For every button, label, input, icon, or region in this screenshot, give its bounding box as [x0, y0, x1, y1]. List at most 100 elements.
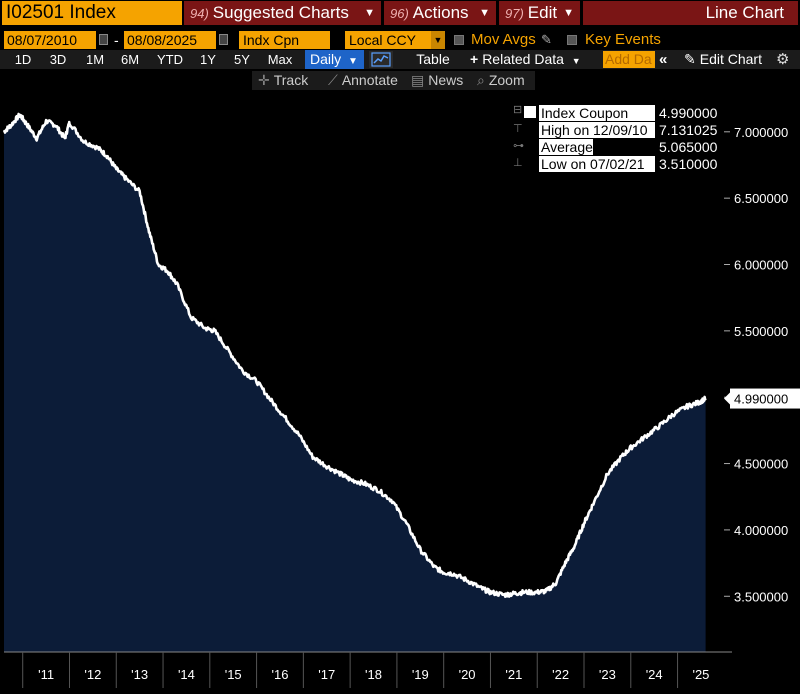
field-selector[interactable]: Indx Cpn — [239, 31, 330, 49]
x-tick-label: '11 — [38, 667, 54, 682]
line-chart[interactable]: 7.0000006.5000006.0000005.5000005.000000… — [0, 92, 800, 694]
chevron-down-icon: ▼ — [348, 56, 358, 67]
legend-low-value: 3.510000 — [659, 156, 718, 172]
menu-label: Edit — [527, 3, 558, 22]
collapse-icon[interactable]: ⊟ — [513, 104, 523, 116]
last-value-marker: 4.990000 — [724, 388, 800, 409]
x-tick-label: '24 — [646, 667, 663, 682]
x-tick-label: '17 — [318, 667, 335, 682]
period-6m-button[interactable]: 6M — [120, 52, 140, 67]
period-toolbar: 1D 3D 1M 6M YTD 1Y 5Y Max Daily ▼ Table … — [0, 50, 800, 69]
ticker-field[interactable]: I02501 Index — [2, 1, 182, 25]
chart-tools-bar: ✛ Track ⟋ Annotate ▤ News ⌕ Zoom — [252, 71, 535, 90]
period-max-button[interactable]: Max — [267, 52, 293, 67]
edit-chart-button[interactable]: ✎ Edit Chart — [684, 50, 762, 69]
legend-high-label: High on — [541, 122, 590, 138]
edit-menu[interactable]: 97) Edit ▼ — [499, 1, 580, 25]
table-button[interactable]: Table — [416, 51, 450, 67]
end-date-field[interactable]: 08/08/2025 — [124, 31, 216, 49]
period-3d-button[interactable]: 3D — [49, 52, 67, 67]
plus-icon: + — [470, 51, 479, 67]
news-tool[interactable]: ▤ News — [411, 71, 463, 90]
key-events-checkbox[interactable] — [567, 35, 577, 45]
add-data-field[interactable]: Add Da — [603, 51, 655, 68]
last-value-label: 4.990000 — [734, 392, 788, 407]
menu-label: Suggested Charts — [212, 3, 349, 22]
date-separator: - — [114, 32, 119, 48]
x-tick-label: '12 — [84, 667, 101, 682]
period-1y-button[interactable]: 1Y — [200, 52, 216, 67]
chart-legend[interactable]: ⊟ Index Coupon 4.990000 ⊤ High on 12/09/… — [510, 103, 720, 172]
calendar-icon[interactable] — [219, 34, 228, 45]
news-label: News — [428, 72, 464, 88]
magnifier-icon: ⌕ — [477, 72, 485, 88]
y-tick-label: 7.000000 — [734, 125, 788, 140]
legend-average-value: 5.065000 — [659, 139, 718, 155]
suggested-charts-menu[interactable]: 94) Suggested Charts ▼ — [184, 1, 381, 25]
x-tick-label: '22 — [552, 667, 569, 682]
caret-down-icon: ▼ — [571, 56, 581, 66]
series-area — [4, 114, 706, 652]
period-1d-button[interactable]: 1D — [14, 52, 32, 67]
news-icon: ▤ — [411, 72, 425, 88]
high-marker-icon: ⊤ — [513, 123, 523, 135]
average-marker-icon: ⊶ — [513, 140, 524, 152]
period-1m-button[interactable]: 1M — [85, 52, 105, 67]
crosshair-icon: ✛ — [258, 72, 270, 88]
top-bar: I02501 Index 94) Suggested Charts ▼ 96) Ac… — [0, 0, 800, 26]
chevron-down-icon: ▼ — [431, 31, 445, 49]
legend-series-value: 4.990000 — [659, 105, 718, 121]
zoom-tool[interactable]: ⌕ Zoom — [477, 71, 525, 90]
gear-icon[interactable]: ⚙ — [776, 51, 790, 68]
legend-series-label-box: Index Coupon — [539, 105, 655, 121]
start-date-field[interactable]: 08/07/2010 — [4, 31, 96, 49]
x-tick-label: '19 — [412, 667, 429, 682]
edit-chart-label: Edit Chart — [699, 51, 762, 67]
x-tick-label: '16 — [271, 667, 288, 682]
period-ytd-button[interactable]: YTD — [157, 52, 183, 67]
related-data-dropdown[interactable]: + Related Data ▼ — [470, 50, 581, 69]
legend-low-box: Low on 07/02/21 — [539, 156, 655, 172]
legend-high-date: 12/09/10 — [593, 122, 648, 138]
x-tick-label: '14 — [178, 667, 195, 682]
x-tick-label: '23 — [599, 667, 616, 682]
last-value-pointer — [724, 392, 730, 405]
actions-menu[interactable]: 96) Actions ▼ — [384, 1, 496, 25]
annotate-tool[interactable]: ⟋ Annotate — [328, 71, 398, 90]
track-label: Track — [273, 72, 309, 88]
x-tick-label: '13 — [131, 667, 148, 682]
y-tick-label: 5.500000 — [734, 324, 788, 339]
period-5y-button[interactable]: 5Y — [234, 52, 250, 67]
menu-number: 97) — [505, 6, 524, 21]
series-color-swatch — [524, 106, 536, 118]
line-chart-icon[interactable] — [369, 51, 393, 68]
frequency-dropdown[interactable]: Daily ▼ — [305, 50, 364, 69]
collapse-left-icon[interactable]: « — [659, 51, 668, 68]
annotate-icon: ⟋ — [328, 72, 338, 88]
x-tick-label: '21 — [505, 667, 522, 682]
mov-avgs-checkbox[interactable] — [454, 35, 464, 45]
pencil-icon: ✎ — [684, 51, 696, 67]
legend-average-dark — [593, 139, 655, 155]
track-tool[interactable]: ✛ Track — [258, 71, 308, 90]
currency-dropdown[interactable]: Local CCY ▼ — [345, 31, 445, 49]
series-line — [2, 112, 707, 598]
y-tick-label: 6.000000 — [734, 258, 788, 273]
legend-high-value: 7.131025 — [659, 122, 718, 138]
mov-avgs-label[interactable]: Mov Avgs — [471, 31, 536, 48]
y-tick-label: 4.500000 — [734, 457, 788, 472]
y-axis: 7.0000006.5000006.0000005.5000005.000000… — [724, 125, 788, 604]
related-data-label: Related Data — [482, 51, 564, 67]
legend-high-box: High on 12/09/10 — [539, 122, 655, 138]
x-axis: '11 '12 '13 '14 '15 '16 '17 '18 '19 '20 '21 '22 '23 '… — [4, 651, 732, 688]
key-events-label[interactable]: Key Events — [585, 31, 661, 48]
x-tick-label: '25 — [692, 667, 709, 682]
frequency-value: Daily — [310, 51, 342, 67]
low-marker-icon: ⊥ — [513, 157, 523, 169]
menu-label: Actions — [412, 3, 469, 22]
calendar-icon[interactable] — [99, 34, 108, 45]
pencil-icon[interactable]: ✎ — [541, 32, 552, 47]
x-tick-label: '18 — [365, 667, 382, 682]
menu-number: 94) — [190, 6, 209, 21]
currency-value: Local CCY — [349, 32, 416, 48]
